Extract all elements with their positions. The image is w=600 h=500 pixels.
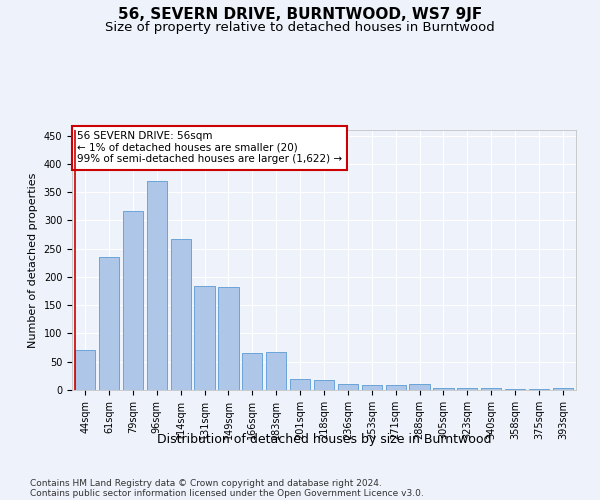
Text: Contains HM Land Registry data © Crown copyright and database right 2024.: Contains HM Land Registry data © Crown c… [30, 479, 382, 488]
Bar [362, 386, 382, 390]
Bar [553, 388, 573, 390]
Bar [218, 286, 239, 390]
Bar [123, 211, 143, 390]
Bar [290, 378, 310, 390]
Bar [457, 388, 478, 390]
Bar [386, 385, 406, 390]
Bar [433, 388, 454, 390]
Bar [481, 388, 502, 390]
Bar [409, 384, 430, 390]
Bar [99, 257, 119, 390]
Bar [242, 354, 262, 390]
Y-axis label: Number of detached properties: Number of detached properties [28, 172, 38, 348]
Text: Distribution of detached houses by size in Burntwood: Distribution of detached houses by size … [157, 432, 491, 446]
Text: 56, SEVERN DRIVE, BURNTWOOD, WS7 9JF: 56, SEVERN DRIVE, BURNTWOOD, WS7 9JF [118, 8, 482, 22]
Bar [266, 352, 286, 390]
Bar [338, 384, 358, 390]
Bar [170, 238, 191, 390]
Bar [194, 286, 215, 390]
Text: Contains public sector information licensed under the Open Government Licence v3: Contains public sector information licen… [30, 489, 424, 498]
Text: 56 SEVERN DRIVE: 56sqm
← 1% of detached houses are smaller (20)
99% of semi-deta: 56 SEVERN DRIVE: 56sqm ← 1% of detached … [77, 132, 342, 164]
Text: Size of property relative to detached houses in Burntwood: Size of property relative to detached ho… [105, 21, 495, 34]
Bar [146, 181, 167, 390]
Bar [75, 350, 95, 390]
Bar [314, 380, 334, 390]
